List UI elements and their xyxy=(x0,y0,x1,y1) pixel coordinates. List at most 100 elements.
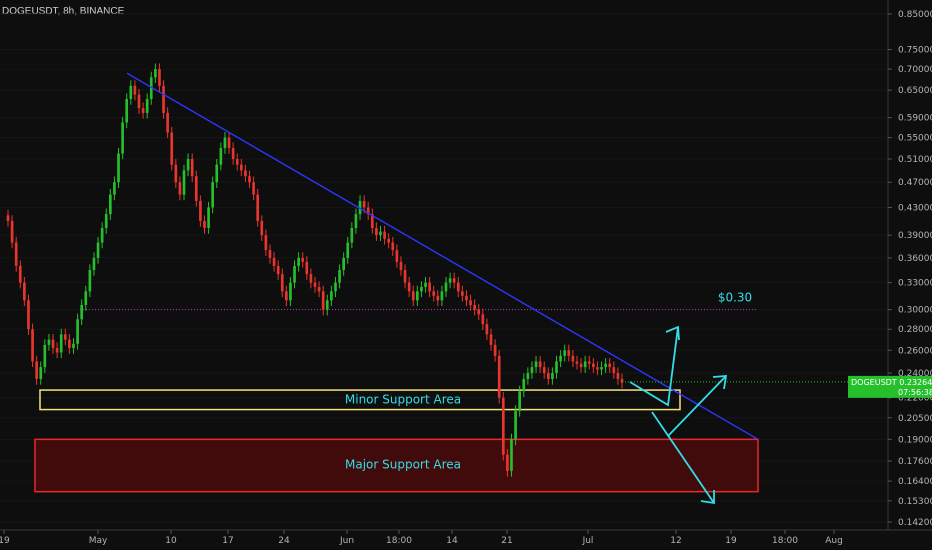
candle-body xyxy=(109,194,112,215)
candle-body xyxy=(199,200,202,221)
arrow-down xyxy=(651,411,715,504)
candle-body xyxy=(485,324,489,335)
minor-support-label: Minor Support Area xyxy=(345,393,461,407)
candle-body xyxy=(84,291,88,305)
candle-body xyxy=(526,373,530,379)
candle-body xyxy=(260,220,264,236)
candle-body xyxy=(604,363,607,368)
candle-body xyxy=(497,355,501,398)
price-tick-label: 0.14200 xyxy=(898,518,932,528)
current-price-text: DOGEUSDT 0.23264 xyxy=(851,378,932,387)
candle-body xyxy=(63,334,67,340)
candle-body xyxy=(18,265,22,283)
price-tick-label: 0.24000 xyxy=(898,369,932,379)
candle-body xyxy=(534,361,538,368)
candle-body xyxy=(59,334,63,353)
candle-body xyxy=(117,153,120,183)
price-tick-label: 0.75000 xyxy=(898,46,932,56)
price-tick-label: 0.16400 xyxy=(898,477,932,487)
price-tick-label: 0.26000 xyxy=(898,346,932,356)
candle-body xyxy=(391,242,395,251)
candle-body xyxy=(555,361,558,374)
time-tick-label: 21 xyxy=(501,536,512,546)
time-tick-label: 10 xyxy=(165,536,177,546)
time-tick-label: May xyxy=(89,536,108,546)
candle-body xyxy=(342,257,345,270)
candle-body xyxy=(461,291,464,296)
major-support-label: Major Support Area xyxy=(345,457,461,471)
candle-body xyxy=(506,454,509,471)
candle-body xyxy=(407,282,411,292)
candle-body xyxy=(600,367,603,370)
candle-body xyxy=(215,164,219,183)
candle-body xyxy=(289,282,292,301)
candle-body xyxy=(10,220,14,243)
candle-body xyxy=(379,231,382,236)
candle-body xyxy=(154,69,157,78)
candle-body xyxy=(583,361,587,368)
candle-body xyxy=(366,207,370,215)
arrow-down-head xyxy=(700,490,715,505)
candle-body xyxy=(203,220,206,228)
major-support-zone xyxy=(34,438,759,493)
candle-body xyxy=(125,99,129,123)
candle-body xyxy=(92,257,96,270)
candle-body xyxy=(133,85,137,95)
price-tick-label: 0.51000 xyxy=(898,155,932,165)
support-zones xyxy=(34,309,759,493)
candle-body xyxy=(166,112,169,133)
candle-body xyxy=(399,261,403,270)
time-tick-label: 12 xyxy=(670,536,681,546)
candle-body xyxy=(395,250,399,262)
candle-body xyxy=(571,355,575,362)
candle-body xyxy=(6,215,10,221)
candle-body xyxy=(256,194,260,221)
candle-body xyxy=(170,132,174,165)
price-axis[interactable]: 0.85000 0.75000 0.70000 0.65000 0.59000 0.550… xyxy=(888,10,932,528)
candle-body xyxy=(546,373,550,379)
candle-body xyxy=(309,274,313,283)
arrow-up-2 xyxy=(667,375,727,437)
time-tick-label: 18:00 xyxy=(386,536,412,546)
candle-body xyxy=(145,99,149,113)
time-tick-label: Jun xyxy=(339,536,354,546)
candle-body xyxy=(567,350,571,356)
time-tick-label: 19 xyxy=(725,536,737,546)
candle-body xyxy=(297,257,300,266)
candle-body xyxy=(27,300,30,330)
candle-body xyxy=(35,361,38,379)
candle-body xyxy=(88,269,92,292)
candle-body xyxy=(317,286,321,292)
grid xyxy=(0,13,888,523)
candle-body xyxy=(280,274,284,292)
candle-body xyxy=(620,378,624,383)
candle-body xyxy=(194,176,198,201)
candle-body xyxy=(51,339,55,349)
candle-body xyxy=(428,282,431,292)
candle-body xyxy=(432,291,436,296)
candle-body xyxy=(563,350,567,356)
candle-body xyxy=(612,367,616,374)
overlays: $0.30 Minor Support Area Major Support Are… xyxy=(126,72,759,505)
candle-body xyxy=(207,207,210,228)
candle-body xyxy=(72,343,75,349)
candle-body xyxy=(137,94,141,109)
time-tick-label: 14 xyxy=(446,536,458,546)
candle-body xyxy=(239,164,243,171)
time-tick-label: 18:00 xyxy=(772,536,798,546)
candle-body xyxy=(252,182,255,195)
candle-body xyxy=(587,361,591,364)
price-tick-label: 0.28000 xyxy=(898,325,932,335)
candle-body xyxy=(596,367,599,370)
candle-body xyxy=(174,164,178,183)
descending-trendline xyxy=(126,72,759,440)
candle-body xyxy=(489,334,493,345)
candle-body xyxy=(452,278,456,283)
candle-body xyxy=(268,250,272,258)
candle-body xyxy=(338,269,341,283)
time-axis[interactable]: 19 May 10 17 24 Jun 18:00 14 21 Jul 12 19 18:00 Aug xyxy=(0,530,843,546)
candle-body xyxy=(481,314,485,325)
candle-body xyxy=(149,77,153,100)
